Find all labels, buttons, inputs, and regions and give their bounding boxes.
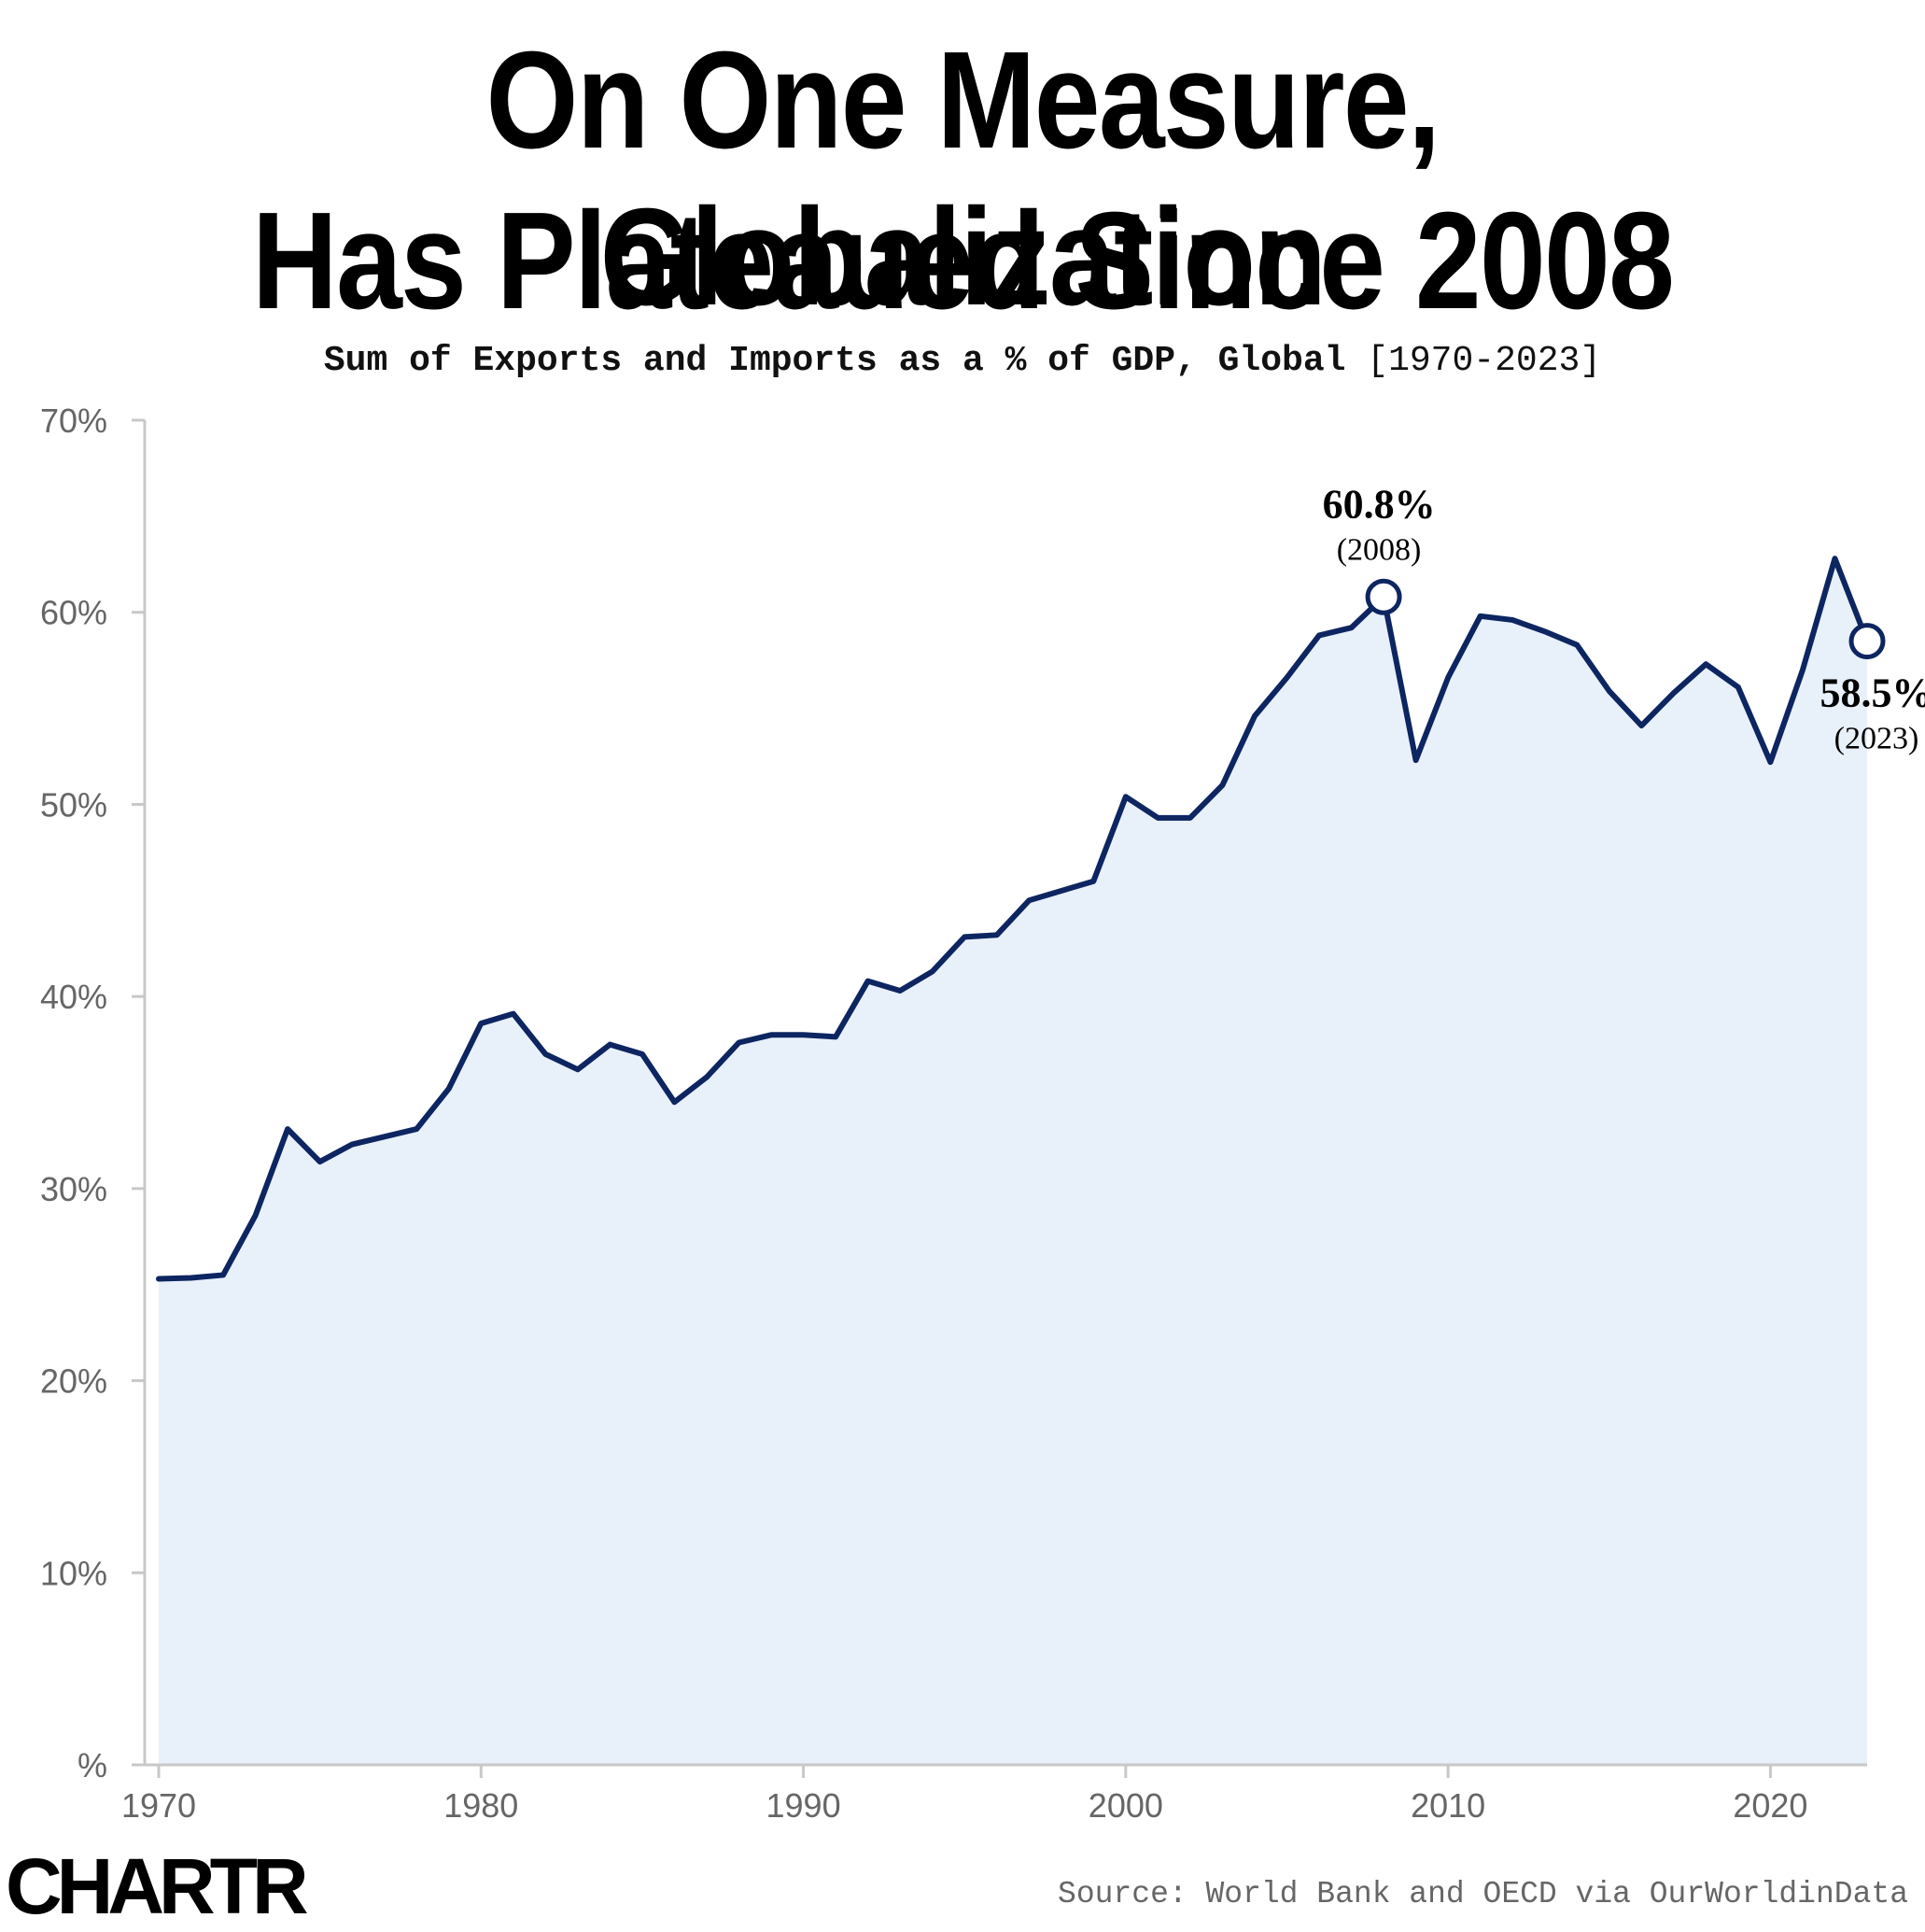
data-point xyxy=(1608,689,1611,693)
x-tick-label: 1980 xyxy=(443,1786,518,1825)
annotation-year: (2023) xyxy=(1834,722,1919,756)
source-note: Source: World Bank and OECD via OurWorld… xyxy=(1058,1877,1908,1911)
y-tick-label: 50% xyxy=(40,785,107,824)
data-point xyxy=(1285,676,1288,680)
data-point xyxy=(1672,691,1676,695)
x-tick-label: 2020 xyxy=(1733,1786,1807,1825)
data-point xyxy=(1253,714,1257,718)
data-point xyxy=(415,1127,418,1131)
x-tick-label: 1970 xyxy=(121,1786,196,1825)
data-point xyxy=(1156,816,1159,820)
data-point xyxy=(157,1277,161,1281)
x-tick-label: 1990 xyxy=(766,1786,841,1825)
data-point xyxy=(1188,816,1192,820)
data-point xyxy=(479,1022,483,1025)
data-point xyxy=(286,1127,289,1131)
data-point xyxy=(672,1100,676,1104)
data-point xyxy=(834,1035,837,1038)
annotation-value: 60.8% xyxy=(1323,481,1436,527)
y-tick-label: 30% xyxy=(40,1170,107,1208)
data-point xyxy=(738,1041,741,1045)
data-point xyxy=(447,1087,451,1091)
y-tick-label: 20% xyxy=(40,1362,107,1401)
data-point xyxy=(254,1214,258,1218)
data-point xyxy=(1414,758,1418,762)
data-point xyxy=(1091,880,1095,883)
data-point xyxy=(705,1076,709,1079)
data-point xyxy=(802,1033,806,1037)
data-point xyxy=(1639,724,1643,727)
data-point xyxy=(543,1052,547,1056)
y-tick-label: 40% xyxy=(40,978,107,1016)
chartr-logo: CHARTR xyxy=(6,1841,303,1932)
data-point xyxy=(1801,668,1805,671)
data-point xyxy=(350,1143,354,1147)
data-point xyxy=(1027,898,1031,902)
x-tick-label: 2000 xyxy=(1089,1786,1163,1825)
data-point xyxy=(576,1067,580,1071)
data-point xyxy=(1446,676,1450,680)
data-point xyxy=(769,1033,773,1037)
data-point xyxy=(1060,889,1063,893)
data-point xyxy=(962,935,966,938)
data-point xyxy=(1833,557,1836,560)
y-axis-ticks: % 10% 20% 30% 40% 50% 60% 70% xyxy=(40,402,145,1784)
data-point xyxy=(995,933,999,937)
data-point xyxy=(1124,795,1128,798)
data-point xyxy=(1510,618,1514,622)
data-point xyxy=(1220,783,1224,787)
y-tick-label: % xyxy=(77,1746,107,1784)
data-point xyxy=(221,1273,225,1276)
data-point xyxy=(512,1012,515,1016)
annotation-marker xyxy=(1851,626,1883,657)
data-point xyxy=(608,1043,611,1047)
data-point xyxy=(898,989,902,993)
data-point xyxy=(1736,685,1740,689)
area-fill xyxy=(159,558,1867,1765)
data-point xyxy=(318,1160,322,1163)
data-point xyxy=(1479,614,1482,618)
x-axis-ticks: 1970 1980 1990 2000 2010 2020 xyxy=(121,1765,1808,1825)
x-tick-label: 2010 xyxy=(1411,1786,1485,1825)
annotation-marker xyxy=(1368,581,1399,613)
data-point xyxy=(931,969,934,973)
y-tick-label: 70% xyxy=(40,402,107,440)
data-point xyxy=(1543,629,1547,633)
data-point xyxy=(190,1276,193,1280)
y-tick-label: 60% xyxy=(40,594,107,632)
data-point xyxy=(1350,626,1354,629)
annotation-value: 58.5% xyxy=(1820,670,1925,716)
annotation-year: (2008) xyxy=(1337,532,1422,567)
data-point xyxy=(1704,662,1707,666)
y-tick-label: 10% xyxy=(40,1554,107,1592)
data-point xyxy=(1317,633,1321,637)
data-point xyxy=(1768,760,1772,764)
data-point xyxy=(640,1052,644,1056)
data-point xyxy=(383,1135,386,1138)
data-point xyxy=(866,980,870,983)
data-point xyxy=(1575,643,1579,647)
